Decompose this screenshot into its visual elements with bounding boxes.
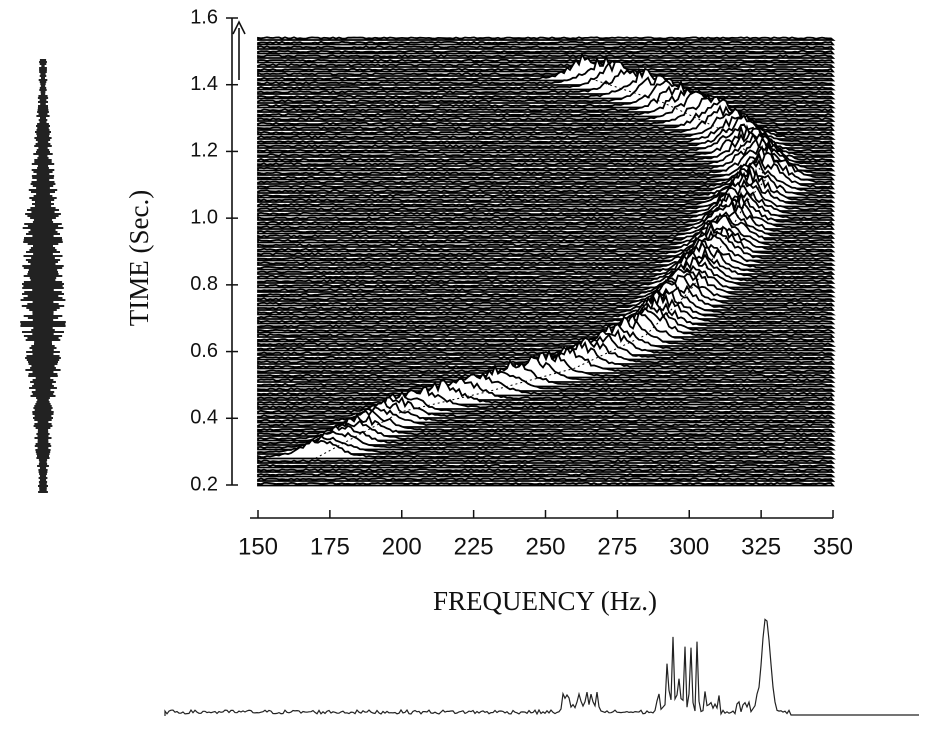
y-tick-label: 1.2	[190, 140, 218, 162]
y-axis-label: TIME (Sec.)	[124, 190, 154, 326]
trace	[257, 68, 835, 95]
trace	[257, 45, 836, 50]
y-tick-label: 1.0	[190, 206, 218, 228]
trace	[257, 53, 836, 86]
trace	[257, 302, 836, 334]
trace	[257, 289, 836, 320]
trace	[257, 310, 835, 343]
x-tick-label: 250	[525, 533, 565, 560]
trace	[257, 60, 836, 91]
trace	[257, 438, 837, 460]
x-tick-label: 175	[310, 533, 350, 560]
trace	[257, 178, 836, 212]
trace	[257, 171, 836, 208]
trace	[257, 463, 836, 469]
trace	[257, 36, 836, 41]
ridge-line	[315, 77, 768, 459]
trace	[257, 371, 836, 397]
time-waveform	[20, 59, 66, 493]
trace	[257, 306, 836, 338]
trace	[257, 315, 837, 347]
waterfall-traces	[257, 36, 837, 487]
trace	[257, 185, 835, 217]
y-tick-label: 0.6	[190, 340, 218, 362]
trace	[257, 221, 836, 253]
trace	[257, 481, 835, 487]
trace	[257, 322, 836, 352]
trace	[257, 398, 836, 424]
trace	[257, 468, 835, 473]
x-tick-label: 350	[813, 533, 853, 560]
trace	[257, 72, 836, 77]
trace	[257, 190, 836, 221]
time-arrow-head	[232, 20, 246, 35]
trace	[257, 413, 835, 437]
trace	[257, 359, 836, 388]
trace	[257, 290, 836, 325]
trace	[257, 58, 835, 64]
x-tick-label: 300	[669, 533, 709, 560]
trace	[257, 52, 836, 82]
trace	[257, 477, 836, 482]
x-axis-label: FREQUENCY (Hz.)	[433, 586, 657, 616]
y-tick-label: 1.4	[190, 73, 218, 95]
x-tick-label: 150	[238, 533, 278, 560]
trace	[257, 67, 835, 73]
y-tick-label: 0.4	[190, 407, 218, 429]
trace	[257, 63, 836, 68]
trace	[257, 66, 836, 100]
x-tick-label: 325	[741, 533, 781, 560]
trace	[257, 49, 835, 55]
x-tick-label: 225	[454, 533, 494, 560]
trace	[257, 363, 836, 392]
trace	[257, 472, 836, 478]
y-tick-label: 0.8	[190, 273, 218, 295]
x-tick-label: 200	[382, 533, 422, 560]
y-tick-label: 1.6	[190, 6, 218, 28]
trace	[257, 40, 835, 46]
trace	[257, 459, 836, 464]
trace	[257, 295, 836, 329]
y-tick-label: 0.2	[190, 473, 218, 495]
frequency-spectrum	[164, 618, 919, 716]
trace	[257, 379, 836, 406]
x-tick-label: 275	[597, 533, 637, 560]
trace	[257, 377, 835, 401]
trace	[257, 355, 836, 383]
trace	[257, 54, 836, 59]
